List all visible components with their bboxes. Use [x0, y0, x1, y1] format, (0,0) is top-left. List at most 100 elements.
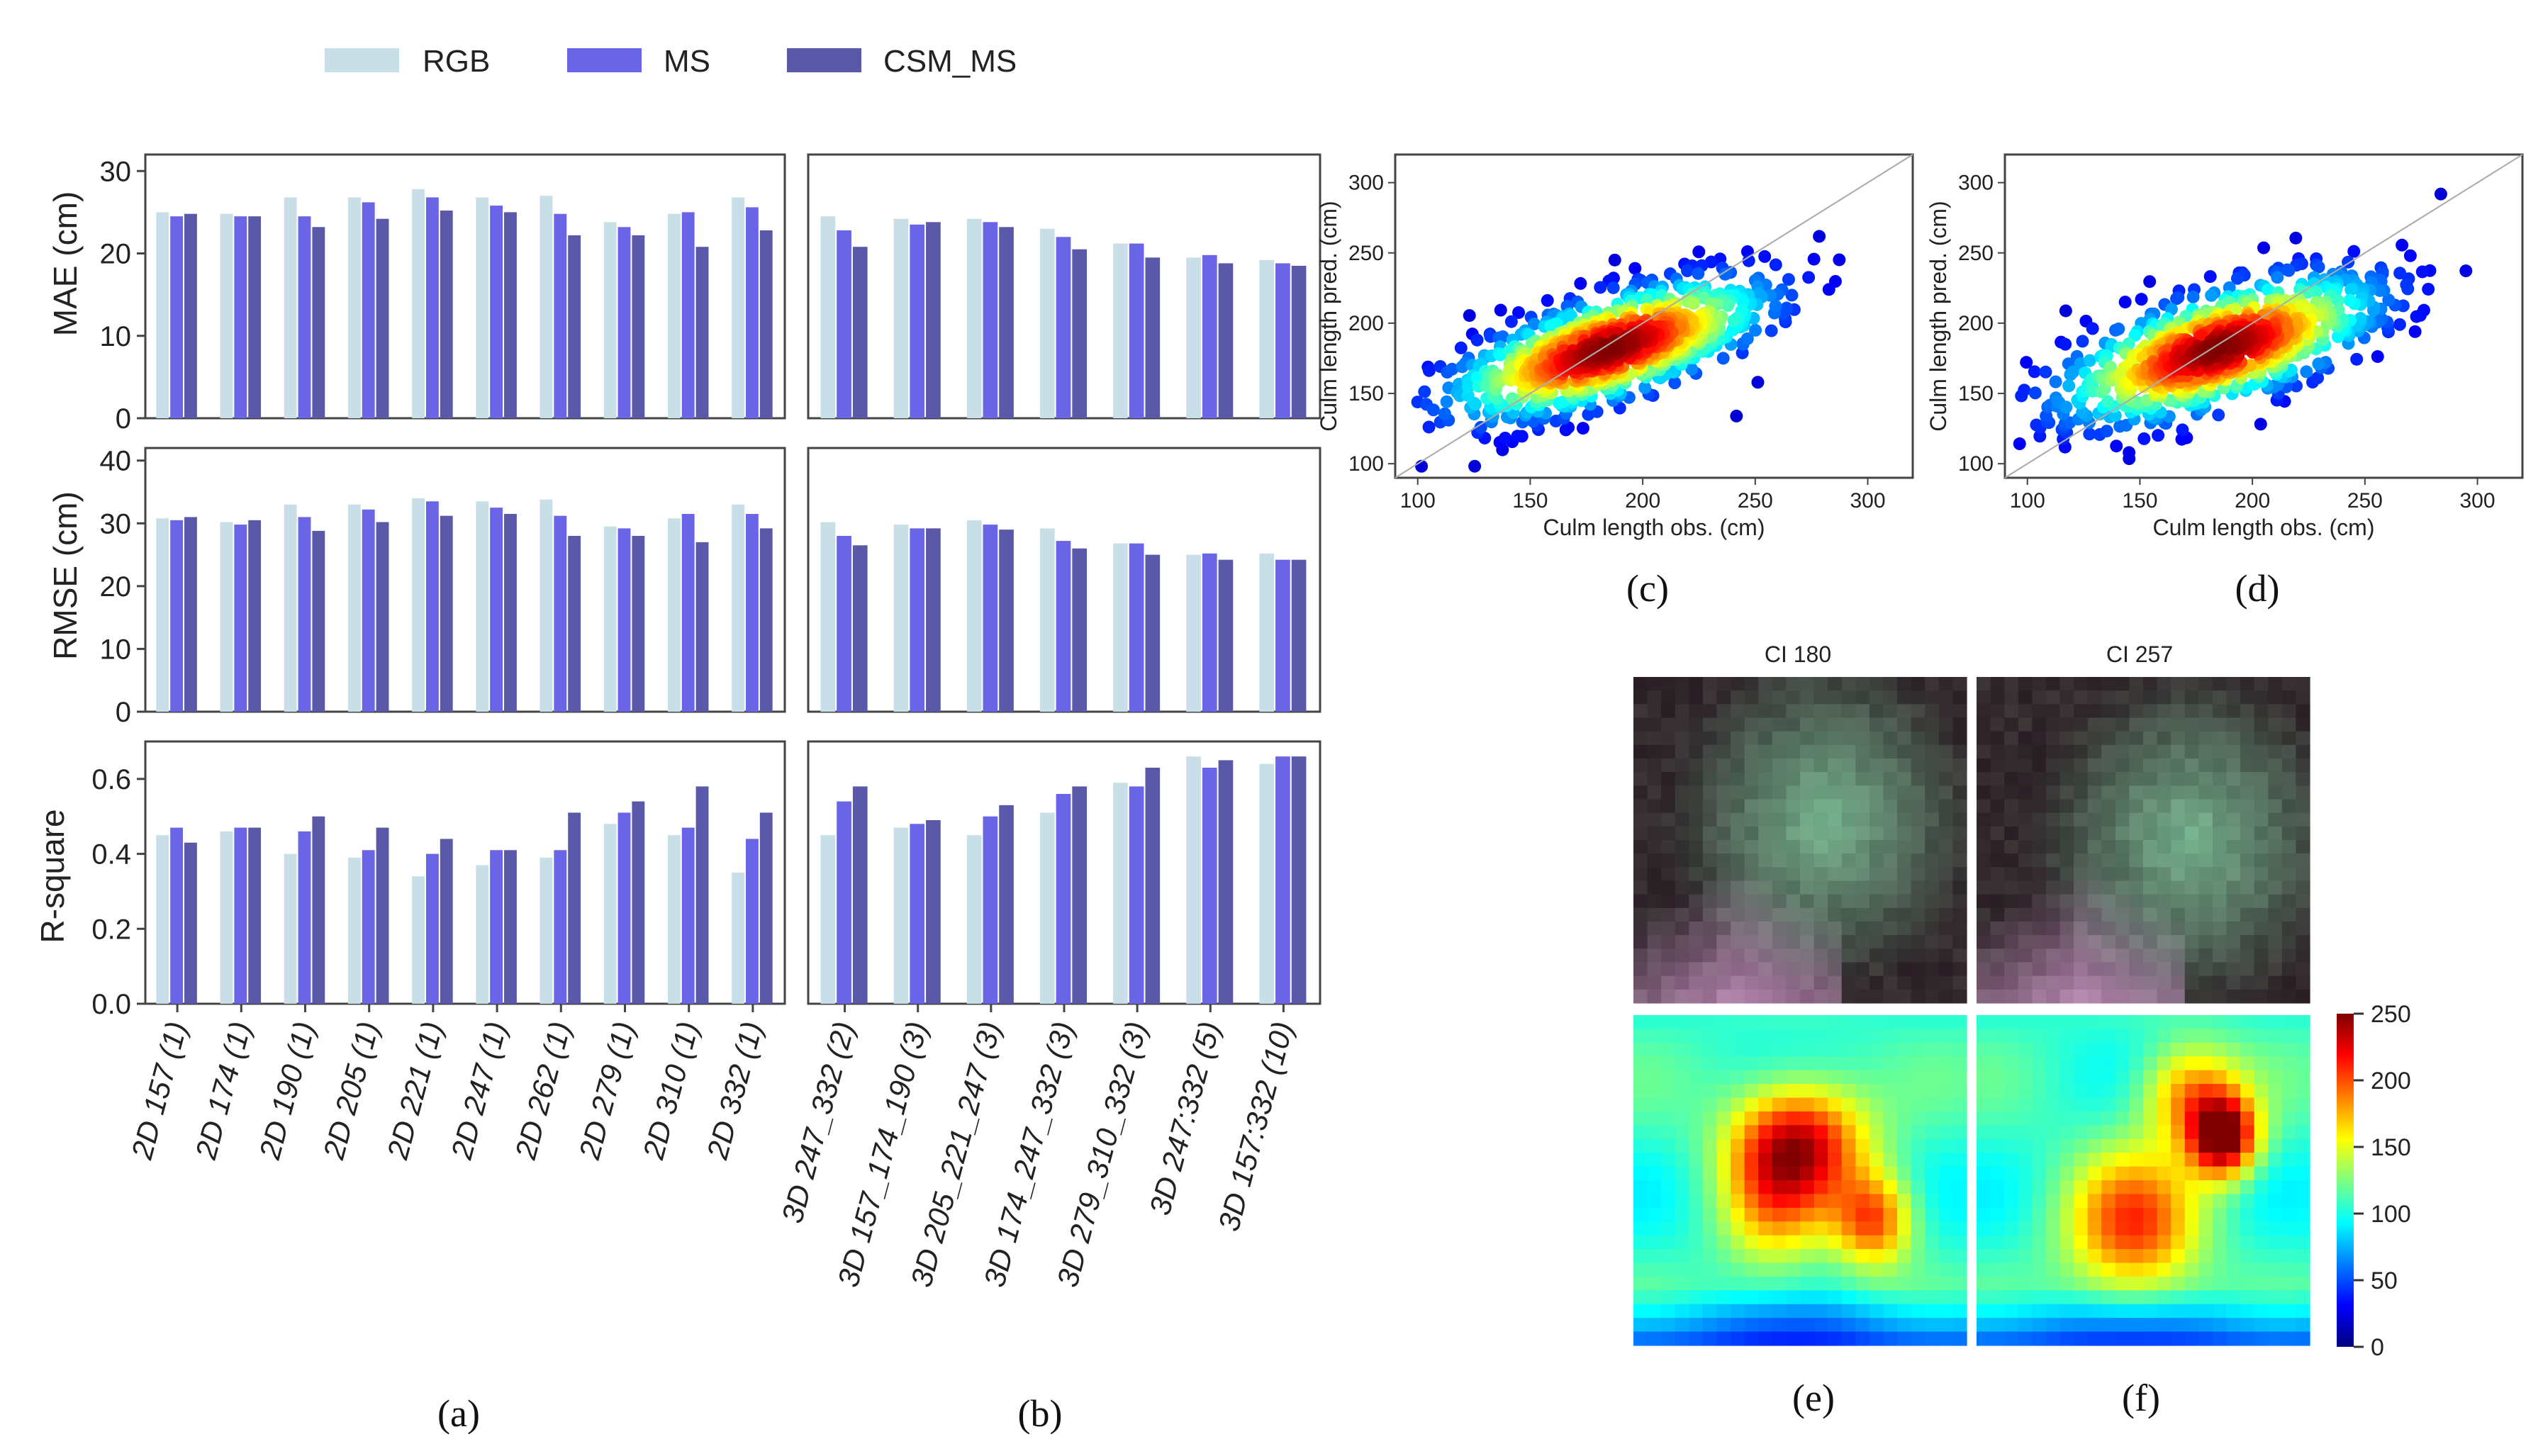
pixel: [1925, 867, 1940, 882]
pixel: [2254, 1207, 2269, 1222]
pixel: [1990, 1166, 2005, 1181]
pixel: [2184, 1331, 2199, 1346]
pixel: [1786, 1015, 1801, 1030]
pixel: [1633, 1056, 1648, 1071]
pixel: [1925, 1029, 1940, 1043]
pixel: [1869, 922, 1884, 936]
bar: [170, 216, 184, 418]
pixel: [2171, 826, 2186, 841]
pixel: [1647, 962, 1662, 977]
pixel: [2268, 1153, 2283, 1167]
pixel: [1855, 989, 1870, 1004]
scatter-point: [2101, 395, 2115, 408]
pixel: [1925, 812, 1940, 827]
pixel: [1744, 853, 1759, 868]
bar: [759, 528, 773, 712]
scatter-point: [1807, 252, 1821, 266]
pixel: [2101, 948, 2116, 963]
pixel: [1716, 1276, 1731, 1291]
pixel: [1675, 1207, 1689, 1222]
pixel: [1841, 1153, 1856, 1167]
pixel: [1675, 1304, 1689, 1318]
pixel: [1702, 1111, 1718, 1126]
pixel: [1689, 1166, 1704, 1181]
bar: [745, 514, 759, 712]
pixel: [1716, 922, 1731, 936]
pixel: [1841, 1318, 1856, 1333]
pixel: [2184, 948, 2199, 963]
pixel: [1883, 785, 1898, 800]
scatter-point: [1782, 273, 1795, 286]
pixel: [1938, 1125, 1954, 1140]
pixel: [2184, 1194, 2199, 1209]
pixel: [1883, 1015, 1898, 1030]
pixel: [2059, 1015, 2074, 1030]
pixel: [1661, 1180, 1676, 1195]
pixel: [1702, 799, 1718, 814]
pixel: [2018, 867, 2033, 882]
pixel: [1977, 840, 1991, 854]
pixel: [1633, 1249, 1648, 1264]
pixel: [1990, 799, 2005, 814]
scatter-point: [1765, 324, 1778, 337]
pixel: [1661, 1084, 1676, 1099]
pixel: [1952, 1331, 1967, 1346]
pixel: [1786, 1180, 1801, 1195]
pixel: [1952, 704, 1967, 719]
pixel: [2059, 1056, 2074, 1071]
pixel: [2296, 989, 2310, 1004]
pixel: [2018, 1084, 2033, 1099]
pixel: [1855, 812, 1870, 827]
pixel: [1731, 772, 1745, 786]
pixel: [1647, 1056, 1662, 1071]
pixel: [1744, 1029, 1759, 1043]
pixel: [1702, 1138, 1718, 1153]
pixel: [2004, 894, 2019, 909]
pixel: [1744, 1290, 1759, 1305]
pixel: [1828, 907, 1843, 922]
pixel: [1911, 772, 1926, 786]
pixel: [2129, 744, 2144, 759]
pixel: [1800, 1084, 1815, 1099]
pixel: [1952, 853, 1967, 868]
pixel: [2157, 1276, 2172, 1291]
pixel: [1772, 1249, 1787, 1264]
pixel: [1938, 922, 1954, 936]
pixel: [2281, 704, 2297, 719]
pixel: [2184, 1290, 2199, 1305]
pixel: [1841, 1138, 1856, 1153]
pixel: [1897, 935, 1912, 949]
pixel: [1661, 677, 1676, 691]
pixel: [1855, 1180, 1870, 1195]
pixel: [2184, 744, 2199, 759]
pixel: [1841, 1111, 1856, 1126]
pixel: [2087, 1042, 2102, 1057]
rgb-image-ci180: [1633, 677, 1967, 1004]
pixel: [1897, 853, 1912, 868]
pixel: [1952, 785, 1967, 800]
panel-a-category-labels: 2D 157 (1)2D 174 (1)2D 190 (1)2D 205 (1)…: [125, 1004, 769, 1163]
bar: [440, 515, 453, 712]
pixel: [1744, 677, 1759, 691]
pixel: [2143, 962, 2158, 977]
pixel: [1800, 894, 1815, 909]
pixel: [2296, 880, 2310, 895]
pixel: [1869, 1262, 1884, 1277]
bar: [312, 816, 325, 1004]
pixel: [1952, 1276, 1967, 1291]
pixel: [1897, 840, 1912, 854]
pixel: [2184, 690, 2199, 705]
pixel: [2171, 880, 2186, 895]
pixel: [2226, 962, 2241, 977]
pixel: [1633, 717, 1648, 732]
pixel: [1883, 744, 1898, 759]
rgb-image-ci257: [1977, 677, 2310, 1004]
pixel: [2101, 1290, 2116, 1305]
pixel: [1689, 1290, 1704, 1305]
pixel: [1841, 948, 1856, 963]
pixel: [1689, 922, 1704, 936]
pixel: [1661, 1056, 1676, 1071]
pixel: [1786, 1097, 1801, 1112]
pixel: [1786, 1029, 1801, 1043]
